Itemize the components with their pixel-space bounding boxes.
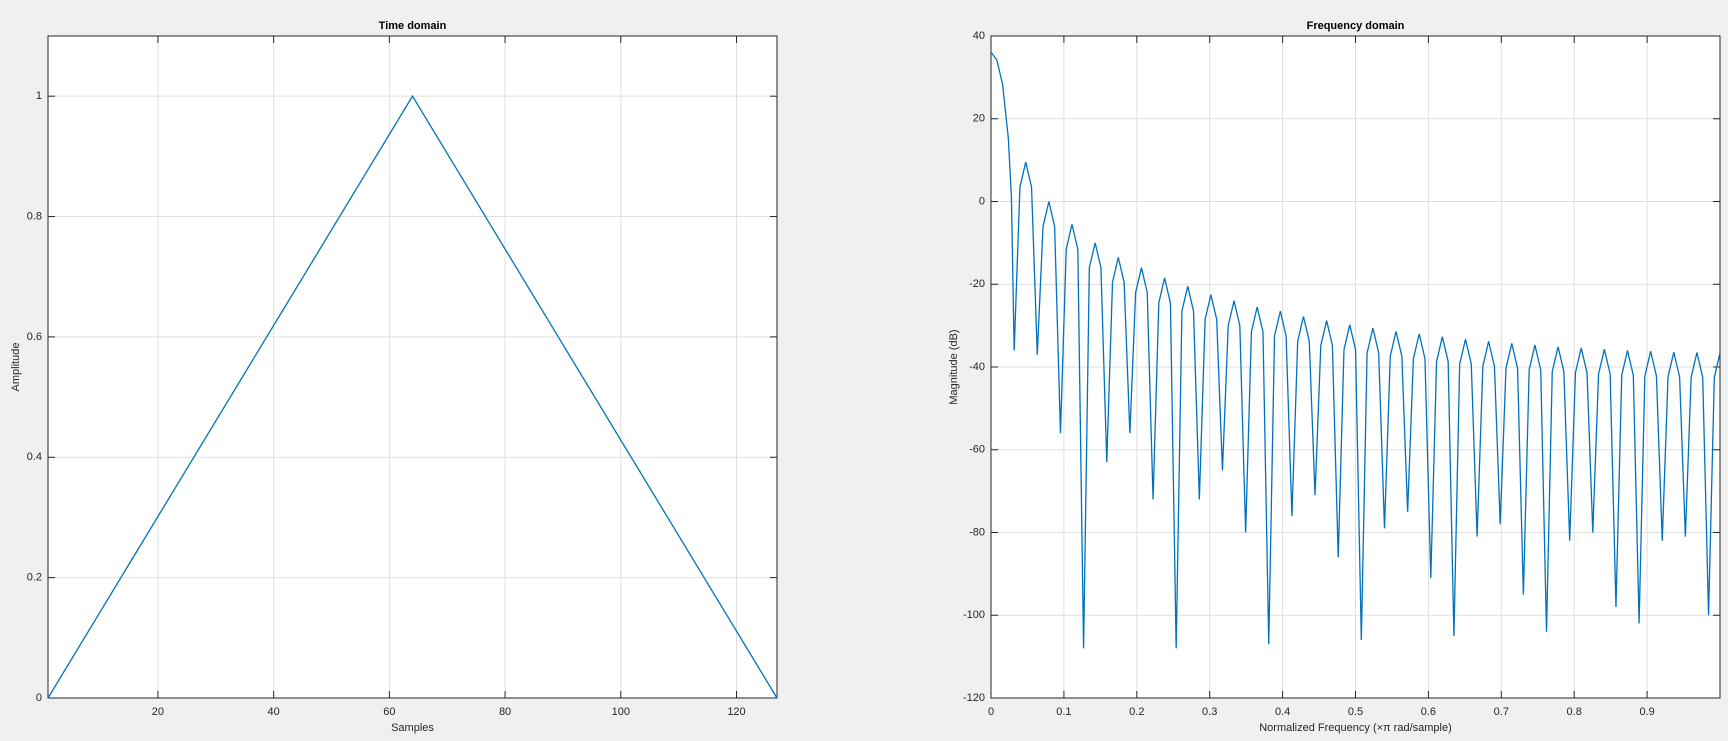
x-tick-label: 0.8 (1567, 706, 1582, 718)
x-tick-label: 0.7 (1494, 706, 1509, 718)
plot-frame (47, 35, 778, 699)
x-axis-label: Normalized Frequency (×π rad/sample) (1259, 722, 1452, 734)
y-tick-label: -40 (969, 361, 985, 373)
y-tick-label: -20 (969, 278, 985, 290)
x-tick-label: 0.4 (1275, 706, 1290, 718)
y-axis-label: Amplitude (10, 343, 22, 392)
x-axis-label: Samples (391, 722, 434, 734)
x-tick-label: 0.9 (1639, 706, 1654, 718)
y-tick-label: 1 (36, 90, 42, 102)
y-tick-label: 0.8 (27, 210, 42, 222)
y-tick-label: 40 (973, 30, 985, 42)
x-tick-label: 0 (988, 706, 994, 718)
y-tick-label: -60 (969, 444, 985, 456)
y-tick-label: 20 (973, 113, 985, 125)
y-tick-label: -80 (969, 526, 985, 538)
x-tick-label: 20 (152, 706, 164, 718)
x-tick-label: 80 (499, 706, 511, 718)
chart-title: Frequency domain (1307, 20, 1405, 32)
y-axis-label: Magnitude (dB) (948, 329, 960, 404)
x-tick-label: 0.5 (1348, 706, 1363, 718)
x-tick-label: 100 (612, 706, 630, 718)
series-line (990, 51, 1721, 649)
y-tick-label: 0.2 (27, 572, 42, 584)
x-tick-label: 0.6 (1421, 706, 1436, 718)
chart-title: Time domain (379, 20, 447, 32)
y-tick-label: 0 (36, 692, 42, 704)
x-tick-label: 0.2 (1129, 706, 1144, 718)
x-tick-label: 120 (727, 706, 745, 718)
x-tick-label: 0.3 (1202, 706, 1217, 718)
y-tick-label: 0.4 (27, 451, 42, 463)
y-tick-label: 0 (979, 195, 985, 207)
series-line (47, 94, 778, 699)
plot-frame (990, 35, 1721, 699)
y-tick-label: -120 (963, 692, 985, 704)
x-tick-label: 60 (383, 706, 395, 718)
plot-area (48, 36, 777, 698)
y-tick-label: 0.6 (27, 331, 42, 343)
x-tick-label: 40 (268, 706, 280, 718)
x-tick-label: 0.1 (1056, 706, 1071, 718)
y-tick-label: -100 (963, 609, 985, 621)
